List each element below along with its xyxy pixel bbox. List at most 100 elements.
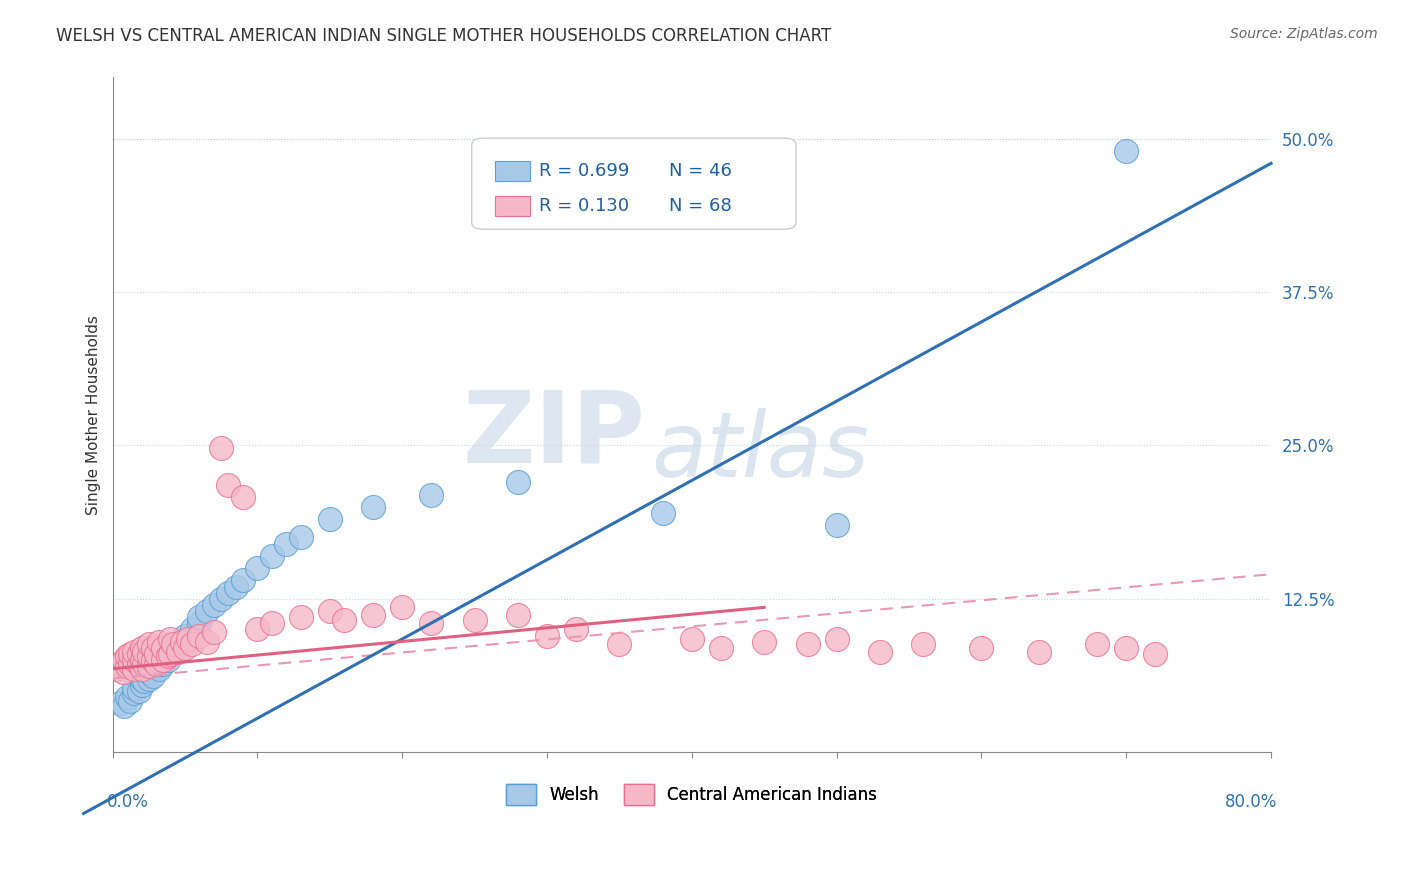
Point xyxy=(131,678,153,692)
FancyBboxPatch shape xyxy=(495,161,530,181)
Point xyxy=(506,607,529,622)
Point xyxy=(195,604,218,618)
Point xyxy=(1085,637,1108,651)
Point xyxy=(177,632,200,647)
Point xyxy=(122,686,145,700)
Text: 80.0%: 80.0% xyxy=(1225,793,1277,811)
Text: 0.0%: 0.0% xyxy=(107,793,149,811)
Point xyxy=(225,580,247,594)
Point xyxy=(181,623,204,637)
Point xyxy=(710,640,733,655)
Point xyxy=(156,653,179,667)
Point xyxy=(609,637,631,651)
Point xyxy=(105,662,128,676)
Point xyxy=(361,500,384,514)
Point xyxy=(128,647,150,661)
Point xyxy=(159,640,181,655)
Point xyxy=(145,659,167,673)
Point xyxy=(122,644,145,658)
Point xyxy=(260,549,283,563)
Point xyxy=(246,561,269,575)
Point xyxy=(188,616,211,631)
Text: N = 68: N = 68 xyxy=(669,197,731,215)
Point xyxy=(145,647,167,661)
Point xyxy=(464,613,486,627)
Y-axis label: Single Mother Households: Single Mother Households xyxy=(86,315,101,515)
Point xyxy=(970,640,993,655)
Point xyxy=(232,574,254,588)
Point xyxy=(131,640,153,655)
Point xyxy=(333,613,356,627)
Point xyxy=(1144,647,1167,661)
Point xyxy=(825,518,848,533)
Point xyxy=(115,649,138,664)
Point xyxy=(217,585,239,599)
Point xyxy=(131,653,153,667)
Point xyxy=(128,657,150,671)
Point xyxy=(134,657,156,671)
Point xyxy=(174,629,197,643)
Point xyxy=(159,647,181,661)
Point xyxy=(276,536,298,550)
Point xyxy=(166,637,188,651)
Point xyxy=(912,637,935,651)
Point xyxy=(319,604,342,618)
Text: R = 0.130: R = 0.130 xyxy=(538,197,628,215)
Point xyxy=(188,610,211,624)
Text: N = 46: N = 46 xyxy=(669,162,731,180)
Point xyxy=(138,637,160,651)
Text: R = 0.699: R = 0.699 xyxy=(538,162,630,180)
Point xyxy=(260,616,283,631)
Point xyxy=(138,659,160,673)
Point xyxy=(122,681,145,696)
Point xyxy=(162,644,184,658)
Point xyxy=(420,616,443,631)
Point xyxy=(319,512,342,526)
Point xyxy=(145,653,167,667)
Point xyxy=(174,640,197,655)
Point xyxy=(246,623,269,637)
Text: Source: ZipAtlas.com: Source: ZipAtlas.com xyxy=(1230,27,1378,41)
Point xyxy=(754,634,776,648)
Point xyxy=(1115,144,1137,158)
Point xyxy=(122,653,145,667)
Point xyxy=(145,657,167,671)
Text: atlas: atlas xyxy=(651,408,869,496)
Point xyxy=(177,632,200,647)
Point xyxy=(115,690,138,704)
Point xyxy=(138,649,160,664)
Point xyxy=(290,531,312,545)
Point xyxy=(156,649,179,664)
Point xyxy=(112,653,135,667)
Point xyxy=(115,659,138,673)
Point xyxy=(565,623,588,637)
Point xyxy=(152,653,174,667)
Point xyxy=(209,441,232,455)
Point xyxy=(162,637,184,651)
Point xyxy=(420,487,443,501)
Point xyxy=(825,632,848,647)
Point xyxy=(118,647,141,661)
Point xyxy=(170,634,193,648)
Point xyxy=(134,673,156,688)
Point xyxy=(152,649,174,664)
Point xyxy=(391,600,413,615)
Point xyxy=(108,696,131,710)
Point xyxy=(290,610,312,624)
Point xyxy=(138,665,160,680)
Point xyxy=(142,669,165,683)
Point xyxy=(152,657,174,671)
Point xyxy=(796,637,818,651)
Point xyxy=(681,632,703,647)
Point xyxy=(181,637,204,651)
Point xyxy=(217,477,239,491)
Point xyxy=(202,624,225,639)
Point xyxy=(138,672,160,686)
Point xyxy=(142,653,165,667)
Text: WELSH VS CENTRAL AMERICAN INDIAN SINGLE MOTHER HOUSEHOLDS CORRELATION CHART: WELSH VS CENTRAL AMERICAN INDIAN SINGLE … xyxy=(56,27,831,45)
Point xyxy=(1115,640,1137,655)
FancyBboxPatch shape xyxy=(471,138,796,229)
Point xyxy=(152,640,174,655)
Point xyxy=(142,640,165,655)
Point xyxy=(134,644,156,658)
